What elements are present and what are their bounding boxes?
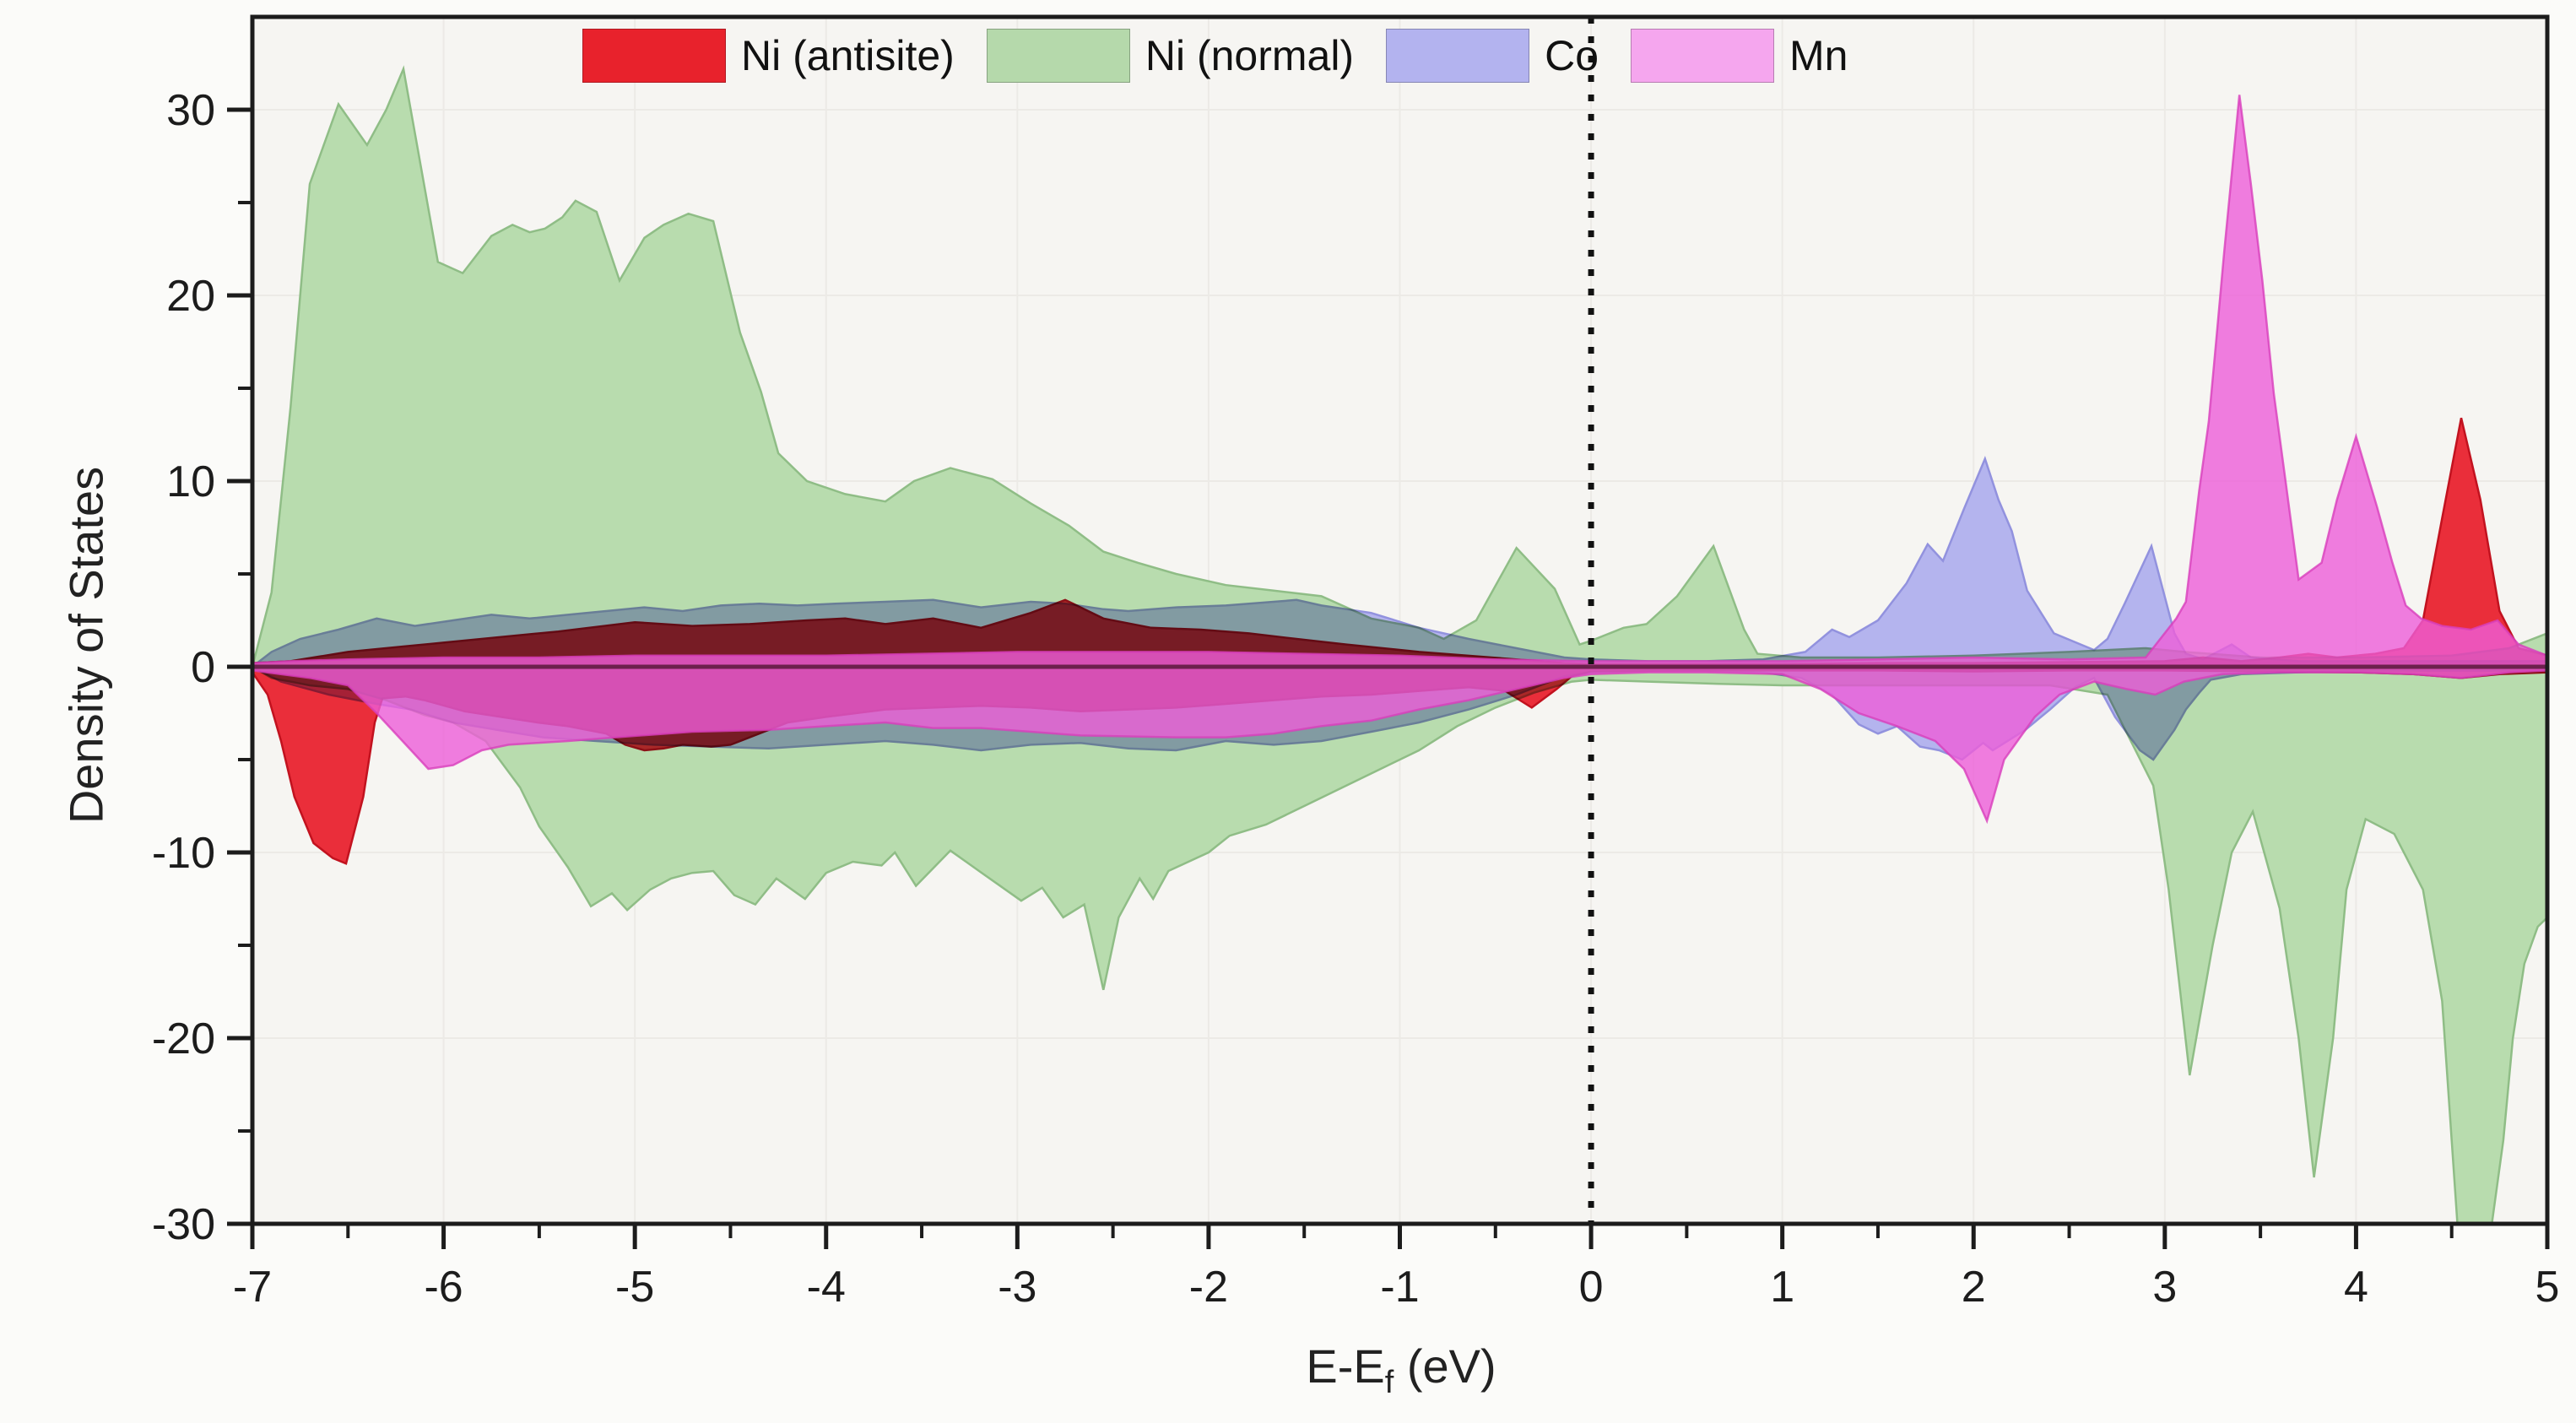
legend-label-mn: Mn — [1789, 32, 1848, 79]
legend: Ni (antisite) Ni (normal) Co Mn — [582, 29, 1848, 83]
legend-label-co: Co — [1545, 32, 1599, 79]
y-tick-label: 0 — [191, 643, 215, 692]
x-tick-label: -6 — [424, 1263, 463, 1312]
y-tick-label: -30 — [152, 1200, 215, 1249]
legend-item-co: Co — [1386, 29, 1599, 83]
legend-item-ni-normal: Ni (normal) — [986, 29, 1355, 83]
x-tick-label: 1 — [1770, 1263, 1794, 1312]
x-tick-label: 4 — [2344, 1263, 2368, 1312]
y-tick-label: 10 — [166, 457, 215, 506]
x-tick-label: -5 — [615, 1263, 654, 1312]
series-layer — [252, 65, 2547, 1224]
x-tick-label: -7 — [233, 1263, 272, 1312]
x-axis-title-unit: (eV) — [1394, 1339, 1496, 1393]
x-tick-label: 2 — [1962, 1263, 1986, 1312]
legend-item-mn: Mn — [1631, 29, 1848, 83]
legend-swatch-co — [1386, 29, 1530, 83]
legend-swatch-ni-antisite — [582, 29, 726, 83]
legend-swatch-ni-normal — [986, 29, 1130, 83]
x-axis-title: E-Ef (eV) — [1182, 1339, 1621, 1401]
x-tick-label: 5 — [2535, 1263, 2560, 1312]
x-tick-label: -4 — [807, 1263, 846, 1312]
legend-swatch-mn — [1631, 29, 1775, 83]
legend-label-ni-antisite: Ni (antisite) — [741, 32, 955, 79]
x-axis-title-sub: f — [1384, 1365, 1394, 1401]
x-axis-title-main: E-E — [1306, 1339, 1385, 1393]
x-tick-label: 3 — [2152, 1263, 2177, 1312]
y-tick-label: -10 — [152, 829, 215, 878]
x-tick-label: -3 — [998, 1263, 1036, 1312]
legend-item-ni-antisite: Ni (antisite) — [582, 29, 955, 83]
legend-label-ni-normal: Ni (normal) — [1145, 32, 1355, 79]
x-tick-label: -1 — [1380, 1263, 1419, 1312]
series-area-mn — [252, 95, 2547, 825]
y-tick-label: -20 — [152, 1014, 215, 1063]
y-tick-label: 20 — [166, 272, 215, 321]
x-tick-label: -2 — [1189, 1263, 1228, 1312]
x-tick-label: 0 — [1579, 1263, 1604, 1312]
y-tick-label: 30 — [166, 86, 215, 135]
y-axis-title: Density of States — [59, 466, 113, 825]
